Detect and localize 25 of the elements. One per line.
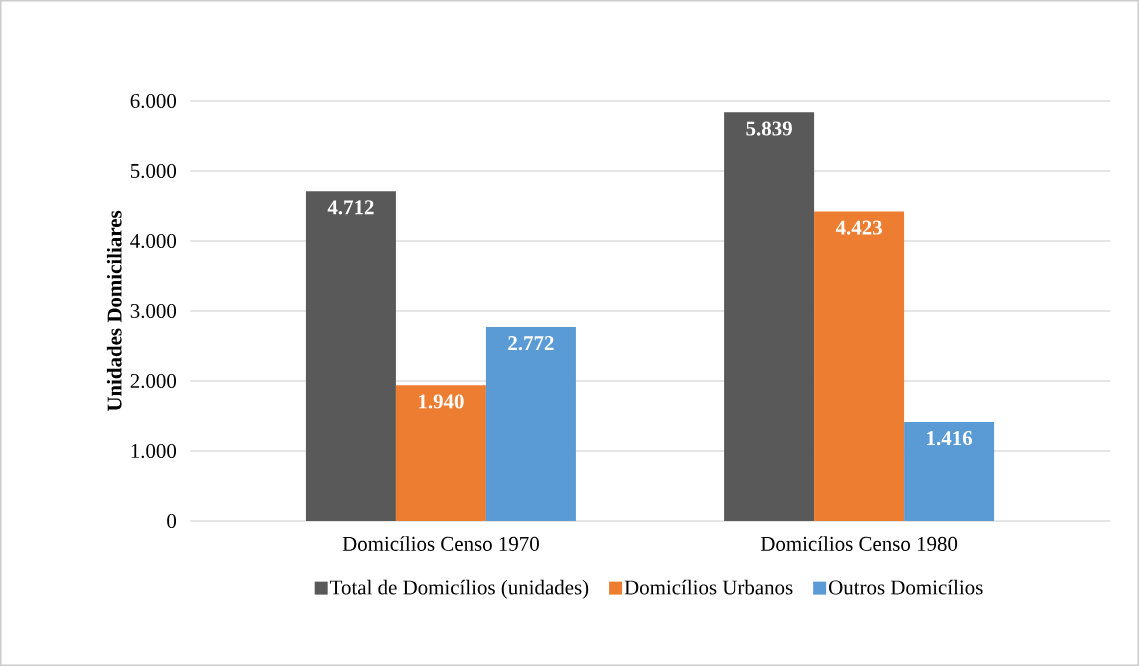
y-tick-label: 0 xyxy=(167,513,177,529)
y-tick-label: 5.000 xyxy=(130,163,177,179)
bar xyxy=(904,421,995,521)
y-tick-label: 3.000 xyxy=(130,303,177,319)
bar xyxy=(724,112,815,521)
legend-label: Outros Domicílios xyxy=(829,579,983,595)
y-tick-label: 2.000 xyxy=(130,373,177,389)
x-tick-label: Domicílios Censo 1980 xyxy=(760,536,958,551)
bar xyxy=(814,211,905,521)
data-label: 1.940 xyxy=(419,394,464,409)
y-tick-label: 4.000 xyxy=(130,233,177,249)
bar xyxy=(305,191,396,521)
data-label: 4.712 xyxy=(327,200,374,215)
data-label: 4.423 xyxy=(835,220,882,235)
bar xyxy=(485,326,576,521)
data-label: 2.772 xyxy=(508,336,554,351)
x-tick-label: Domicílios Censo 1970 xyxy=(342,536,539,551)
legend-label: Domicílios Urbanos xyxy=(624,579,793,595)
y-tick-label: 6.000 xyxy=(130,93,177,109)
legend-label: Total de Domicílios (unidades) xyxy=(330,579,589,599)
bar xyxy=(395,385,486,521)
y-axis-title: Unidades Domiciliares xyxy=(106,210,122,412)
data-label: 1.416 xyxy=(927,431,973,446)
data-label: 5.839 xyxy=(746,121,792,136)
y-tick-label: 1.000 xyxy=(131,443,177,459)
